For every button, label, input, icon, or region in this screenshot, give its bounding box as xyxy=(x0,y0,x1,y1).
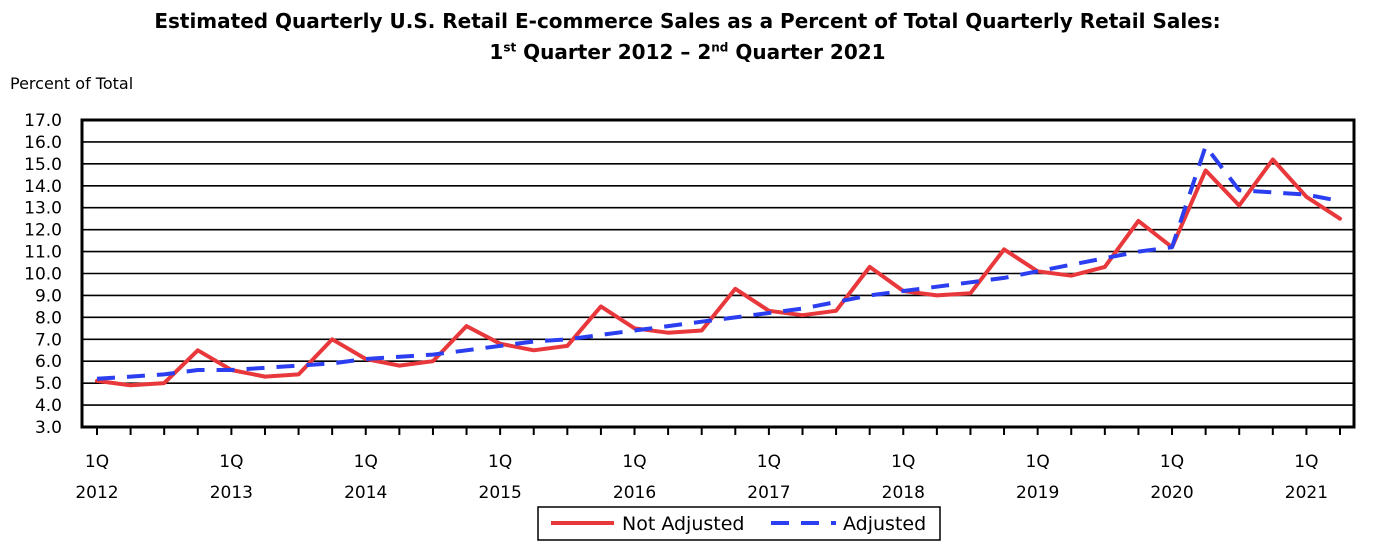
x-tick-label-quarter: 1Q xyxy=(85,452,109,472)
x-tick-label-quarter: 1Q xyxy=(219,452,243,472)
x-tick-label-quarter: 1Q xyxy=(622,452,646,472)
chart-title-line2: 1st Quarter 2012 – 2nd Quarter 2021 xyxy=(489,40,886,64)
y-tick-label: 6.0 xyxy=(35,352,62,372)
x-tick-label-year: 2018 xyxy=(882,483,925,503)
y-tick-label: 4.0 xyxy=(35,396,62,416)
chart-title-line1: Estimated Quarterly U.S. Retail E-commer… xyxy=(154,9,1221,33)
x-tick-label-year: 2021 xyxy=(1285,483,1328,503)
x-tick-label-quarter: 1Q xyxy=(1160,452,1184,472)
x-tick-label-quarter: 1Q xyxy=(1026,452,1050,472)
y-tick-label: 7.0 xyxy=(35,330,62,350)
x-tick-label-quarter: 1Q xyxy=(488,452,512,472)
x-tick-label-year: 2016 xyxy=(613,483,656,503)
y-tick-label: 11.0 xyxy=(24,243,62,263)
y-tick-label: 8.0 xyxy=(35,308,62,328)
y-tick-label: 15.0 xyxy=(24,155,62,175)
y-tick-label: 16.0 xyxy=(24,133,62,153)
legend: Not Adjusted Adjusted xyxy=(537,506,941,541)
x-tick-label-quarter: 1Q xyxy=(1294,452,1318,472)
x-tick-label-year: 2020 xyxy=(1150,483,1193,503)
plot-frame xyxy=(80,118,1356,429)
y-tick-label: 9.0 xyxy=(35,286,62,306)
y-tick-label: 10.0 xyxy=(24,265,62,285)
gridlines xyxy=(82,119,1354,428)
series-lines xyxy=(95,144,1342,388)
y-axis-ticks: 3.04.05.06.07.08.09.010.011.012.013.014.… xyxy=(24,111,62,438)
x-tick-label-quarter: 1Q xyxy=(891,452,915,472)
x-tick-label-year: 2017 xyxy=(747,483,790,503)
x-tick-label-year: 2013 xyxy=(210,483,253,503)
x-tick-label-year: 2019 xyxy=(1016,483,1059,503)
x-tick-label-quarter: 1Q xyxy=(354,452,378,472)
x-axis-ticks: 1Q 2012 1Q 2013 1Q 2014 1Q 2015 1Q 2016 1Q 2017 1Q 20… xyxy=(75,427,1341,503)
series-line-adjusted xyxy=(96,144,1341,381)
x-tick-label-quarter: 1Q xyxy=(757,452,781,472)
x-tick-label-year: 2012 xyxy=(75,483,118,503)
y-tick-label: 3.0 xyxy=(35,418,62,438)
y-tick-label: 12.0 xyxy=(24,221,62,241)
y-tick-label: 14.0 xyxy=(24,177,62,197)
x-tick-label-year: 2015 xyxy=(479,483,522,503)
chart-title: Estimated Quarterly U.S. Retail E-commer… xyxy=(0,6,1375,68)
legend-label-adjusted: Adjusted xyxy=(843,513,926,535)
y-axis-label: Percent of Total xyxy=(10,74,134,93)
series-line-not-adjusted xyxy=(95,157,1342,388)
x-tick-label-year: 2014 xyxy=(344,483,387,503)
y-tick-label: 5.0 xyxy=(35,374,62,394)
y-tick-label: 13.0 xyxy=(24,199,62,219)
y-tick-label: 17.0 xyxy=(24,111,62,131)
legend-label-not-adjusted: Not Adjusted xyxy=(622,513,744,535)
